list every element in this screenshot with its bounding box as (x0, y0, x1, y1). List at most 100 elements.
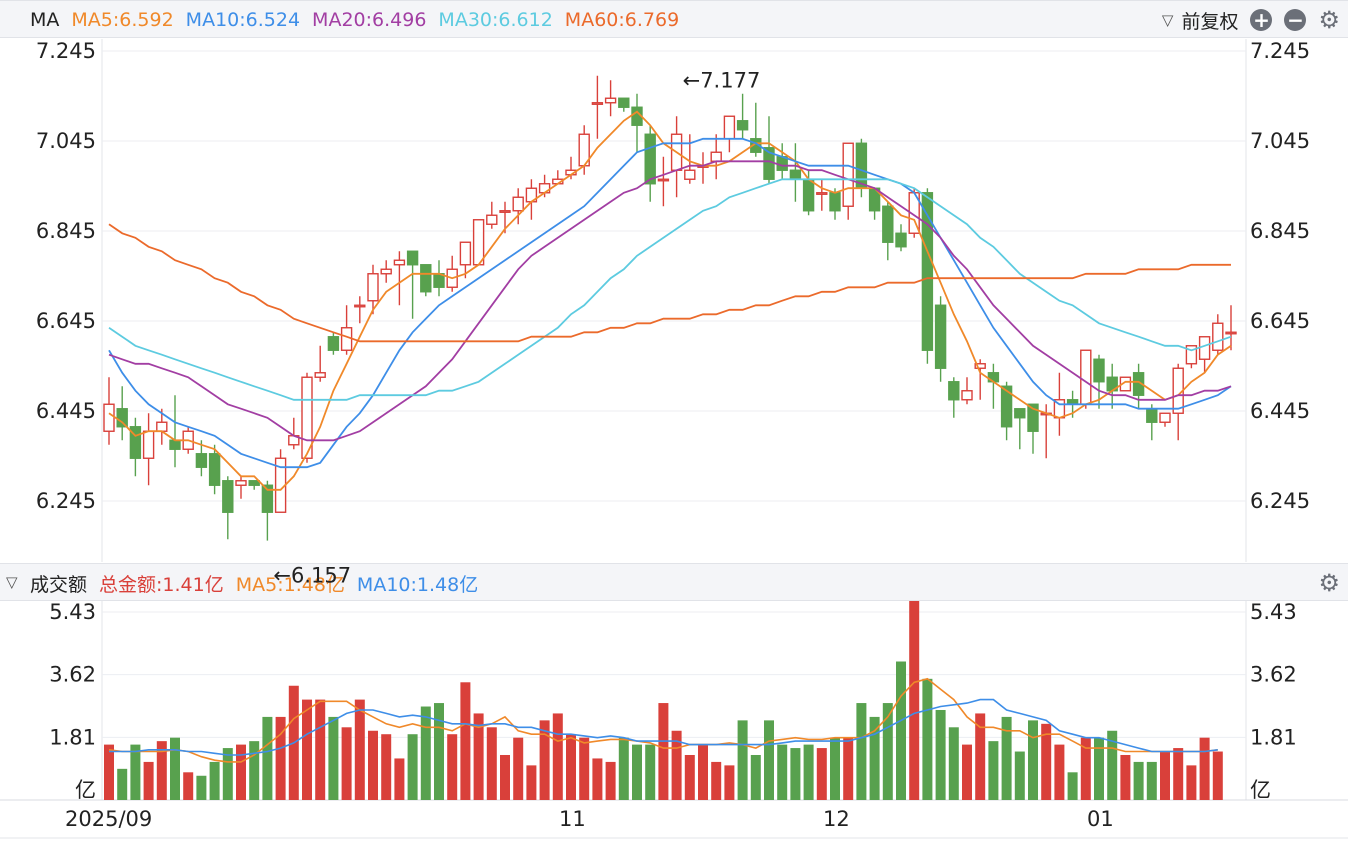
volume-bar (526, 765, 537, 800)
candle-body (987, 372, 1000, 383)
volume-bar (1080, 737, 1091, 800)
price-tick-label-left: 6.645 (36, 309, 96, 333)
candle-body (420, 264, 432, 293)
candle-body (380, 268, 392, 275)
candle-body (354, 304, 366, 308)
volume-bar (143, 761, 154, 800)
candle-body (1185, 345, 1198, 365)
volume-tick-label-left: 3.62 (49, 663, 96, 687)
volume-bar (671, 730, 682, 800)
legend-title: MA (30, 9, 60, 31)
volume-bar (447, 734, 458, 800)
candle-body (340, 327, 353, 351)
volume-bar (592, 758, 603, 800)
candle-body (1159, 412, 1171, 423)
x-tick-label: 2025/09 (65, 807, 152, 831)
candle-body (855, 142, 868, 189)
chevron-down-icon[interactable]: ▽ (1161, 11, 1174, 29)
candle-body (1040, 412, 1052, 416)
legend-ma10: MA10:6.524 (185, 9, 301, 31)
volume-bar (249, 741, 260, 800)
volume-bar (566, 734, 576, 800)
candle-body (1027, 403, 1039, 432)
candle-body (644, 133, 656, 185)
volume-bar (1067, 772, 1078, 800)
candle-body (116, 408, 128, 428)
candle-body (736, 120, 749, 131)
candle-body (472, 219, 485, 266)
candle-body (934, 304, 947, 369)
zoom-out-button[interactable]: − (1284, 9, 1307, 31)
candle-body (103, 403, 115, 432)
volume-bar (117, 768, 128, 800)
volume-bar (790, 748, 801, 800)
volume-bar (394, 758, 405, 800)
volume-bar (1028, 720, 1038, 800)
candle-body (763, 147, 775, 180)
volume-bar (341, 727, 352, 800)
volume-bar (513, 737, 524, 800)
candle-body (882, 205, 894, 243)
volume-bar (288, 685, 299, 800)
candle-body (816, 192, 828, 195)
volume-tick-label-left: 亿 (75, 778, 96, 802)
candle-body (142, 430, 155, 459)
candle-body (868, 187, 881, 212)
volume-bar (605, 761, 616, 800)
legend-ma30: MA30:6.612 (438, 9, 553, 31)
volume-bar (539, 720, 550, 800)
zoom-in-button[interactable]: + (1250, 9, 1273, 31)
candle-body (169, 439, 181, 450)
volume-bar (869, 716, 880, 800)
volume-bar (1173, 748, 1184, 800)
adjust-select[interactable]: 前复权 (1181, 10, 1239, 33)
volume-bar (1146, 761, 1157, 800)
x-tick-label: 01 (1087, 807, 1114, 831)
volume-bar (302, 699, 312, 800)
candle-body (750, 138, 762, 153)
volume-bar (236, 744, 246, 800)
volume-bar (711, 761, 722, 800)
price-tick-label-right: 6.445 (1250, 399, 1310, 423)
candle-body (604, 97, 617, 104)
volume-bar (222, 748, 233, 800)
gear-icon[interactable]: ⚙ (1318, 569, 1340, 597)
volume-bar (209, 761, 220, 800)
volume-ma5: MA5:1.48亿 (235, 573, 345, 596)
candle-body (406, 250, 419, 266)
price-tick-label-right: 7.245 (1250, 39, 1310, 63)
ma-line-ma10 (108, 137, 1232, 469)
candle-body (776, 156, 788, 171)
volume-bar (843, 737, 854, 800)
candle-body (565, 169, 577, 176)
volume-bar (1186, 765, 1197, 800)
volume-bar (777, 744, 788, 800)
volume-bar (368, 730, 378, 800)
volume-bar (909, 601, 920, 800)
gear-icon[interactable]: ⚙ (1318, 6, 1340, 34)
chevron-down-icon[interactable]: ▽ (6, 573, 18, 591)
legend-ma60: MA60:6.769 (564, 9, 680, 31)
volume-bar (381, 734, 392, 800)
volume-bar (407, 734, 418, 800)
volume-bar (645, 744, 656, 800)
candle-body (618, 97, 630, 108)
candle-body (921, 192, 934, 351)
volume-bar (922, 678, 933, 800)
candle-body (1000, 385, 1013, 428)
volume-bar (750, 754, 761, 800)
candle-body (908, 192, 920, 234)
volume-bar (856, 703, 867, 800)
candle-body (974, 363, 986, 369)
candle-body (195, 453, 208, 468)
volume-bar (632, 744, 642, 800)
candle-body (657, 178, 670, 182)
volume-bar (315, 699, 326, 800)
candle-body (129, 426, 142, 459)
volume-bar (948, 727, 959, 800)
volume-bar (1094, 737, 1104, 800)
candle-body (208, 453, 221, 486)
volume-bar (618, 737, 629, 800)
price-legend: MA MA5:6.592 MA10:6.524 MA20:6.496 MA30:… (30, 1, 691, 39)
